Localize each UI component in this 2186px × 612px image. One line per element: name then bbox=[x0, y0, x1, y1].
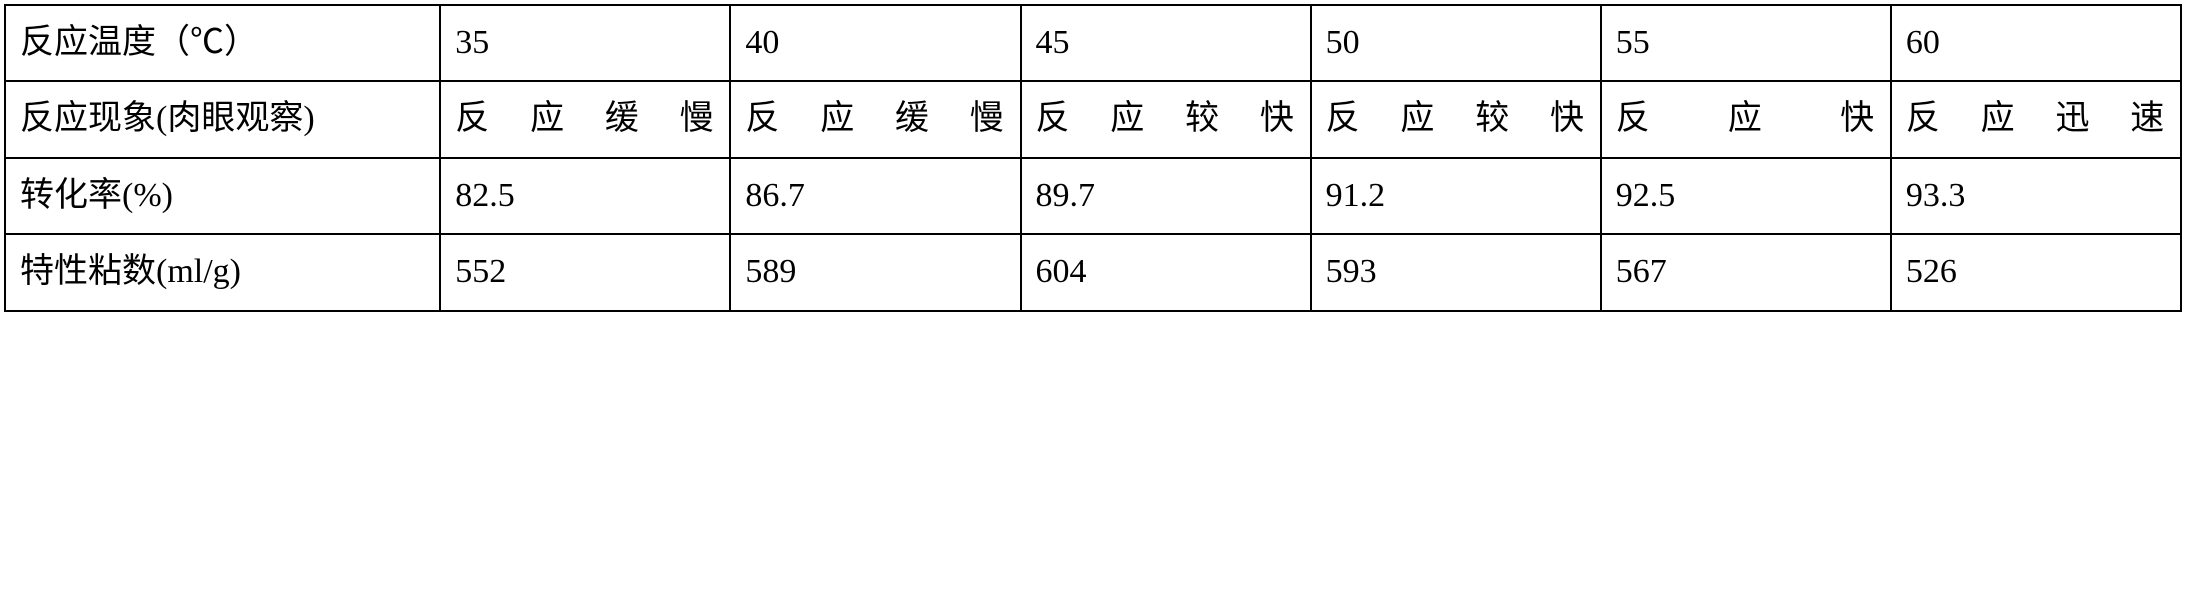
row-label: 反应温度（℃） bbox=[5, 5, 440, 81]
row-label: 特性粘数(ml/g) bbox=[5, 234, 440, 310]
table-cell: 反应缓慢 bbox=[440, 81, 730, 157]
table-cell: 45 bbox=[1021, 5, 1311, 81]
table-cell: 反应缓慢 bbox=[730, 81, 1020, 157]
table-cell: 60 bbox=[1891, 5, 2181, 81]
data-table: 反应温度（℃） 35 40 45 50 55 60 反应现象(肉眼观察) 反应缓… bbox=[4, 4, 2182, 312]
table-body: 反应温度（℃） 35 40 45 50 55 60 反应现象(肉眼观察) 反应缓… bbox=[5, 5, 2181, 311]
table-cell: 567 bbox=[1601, 234, 1891, 310]
table-cell: 604 bbox=[1021, 234, 1311, 310]
table-cell: 反应较快 bbox=[1311, 81, 1601, 157]
table-cell: 反应迅速 bbox=[1891, 81, 2181, 157]
table-cell: 反应快 bbox=[1601, 81, 1891, 157]
row-label: 反应现象(肉眼观察) bbox=[5, 81, 440, 157]
table-cell: 92.5 bbox=[1601, 158, 1891, 234]
table-cell: 35 bbox=[440, 5, 730, 81]
table-cell: 50 bbox=[1311, 5, 1601, 81]
table-cell: 86.7 bbox=[730, 158, 1020, 234]
table-cell: 82.5 bbox=[440, 158, 730, 234]
table-row: 反应现象(肉眼观察) 反应缓慢 反应缓慢 反应较快 反应较快 反应快 反应迅速 bbox=[5, 81, 2181, 157]
table-row: 转化率(%) 82.5 86.7 89.7 91.2 92.5 93.3 bbox=[5, 158, 2181, 234]
table-cell: 93.3 bbox=[1891, 158, 2181, 234]
table-cell: 552 bbox=[440, 234, 730, 310]
table-cell: 55 bbox=[1601, 5, 1891, 81]
table-cell: 反应较快 bbox=[1021, 81, 1311, 157]
table-cell: 526 bbox=[1891, 234, 2181, 310]
row-label: 转化率(%) bbox=[5, 158, 440, 234]
table-cell: 40 bbox=[730, 5, 1020, 81]
table-cell: 593 bbox=[1311, 234, 1601, 310]
table-row: 特性粘数(ml/g) 552 589 604 593 567 526 bbox=[5, 234, 2181, 310]
table-cell: 589 bbox=[730, 234, 1020, 310]
table-cell: 89.7 bbox=[1021, 158, 1311, 234]
table-cell: 91.2 bbox=[1311, 158, 1601, 234]
table-row: 反应温度（℃） 35 40 45 50 55 60 bbox=[5, 5, 2181, 81]
